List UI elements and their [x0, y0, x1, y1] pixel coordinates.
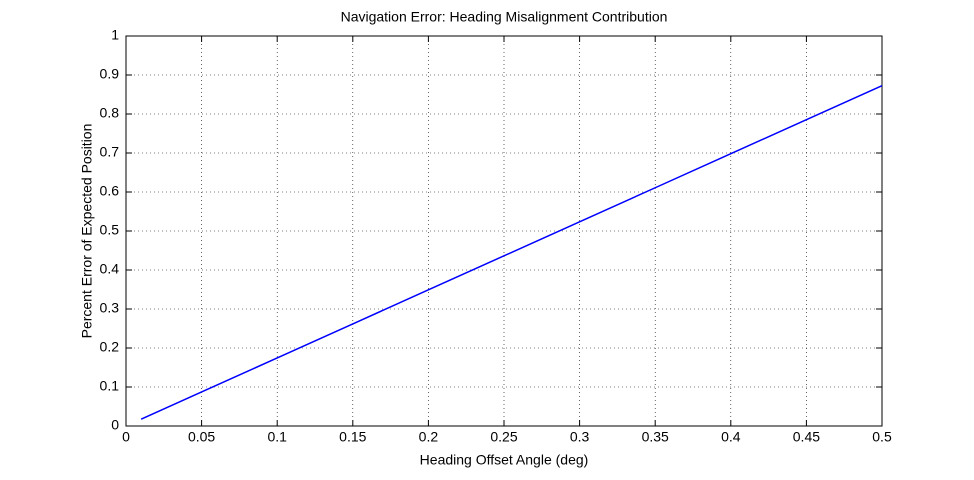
x-tick-label: 0.25: [490, 429, 517, 445]
y-tick-label: 0.1: [100, 378, 120, 394]
y-tick-label: 0: [111, 417, 119, 433]
y-tick-label: 0.7: [100, 144, 120, 160]
x-tick-label: 0.5: [872, 429, 892, 445]
y-tick-label: 1: [111, 27, 119, 43]
x-tick-label: 0.4: [721, 429, 741, 445]
y-tick-label: 0.8: [100, 105, 120, 121]
y-tick-label: 0.2: [100, 339, 120, 355]
x-tick-label: 0.3: [570, 429, 590, 445]
x-tick-label: 0.2: [419, 429, 439, 445]
x-tick-label: 0.45: [793, 429, 820, 445]
x-tick-label: 0: [122, 429, 130, 445]
y-tick-label: 0.4: [100, 261, 120, 277]
y-tick-label: 0.5: [100, 222, 120, 238]
y-tick-label: 0.9: [100, 66, 120, 82]
data-line: [140, 84, 883, 420]
x-axis-label: Heading Offset Angle (deg): [420, 452, 589, 468]
x-tick-label: 0.35: [642, 429, 669, 445]
plot-frame: [125, 35, 883, 427]
y-axis-label: Percent Error of Expected Position: [79, 124, 95, 339]
x-tick-label: 0.1: [267, 429, 287, 445]
x-tick-label: 0.15: [339, 429, 366, 445]
y-tick-label: 0.3: [100, 300, 120, 316]
y-tick-label: 0.6: [100, 183, 120, 199]
x-tick-label: 0.05: [188, 429, 215, 445]
chart-title: Navigation Error: Heading Misalignment C…: [341, 9, 668, 25]
